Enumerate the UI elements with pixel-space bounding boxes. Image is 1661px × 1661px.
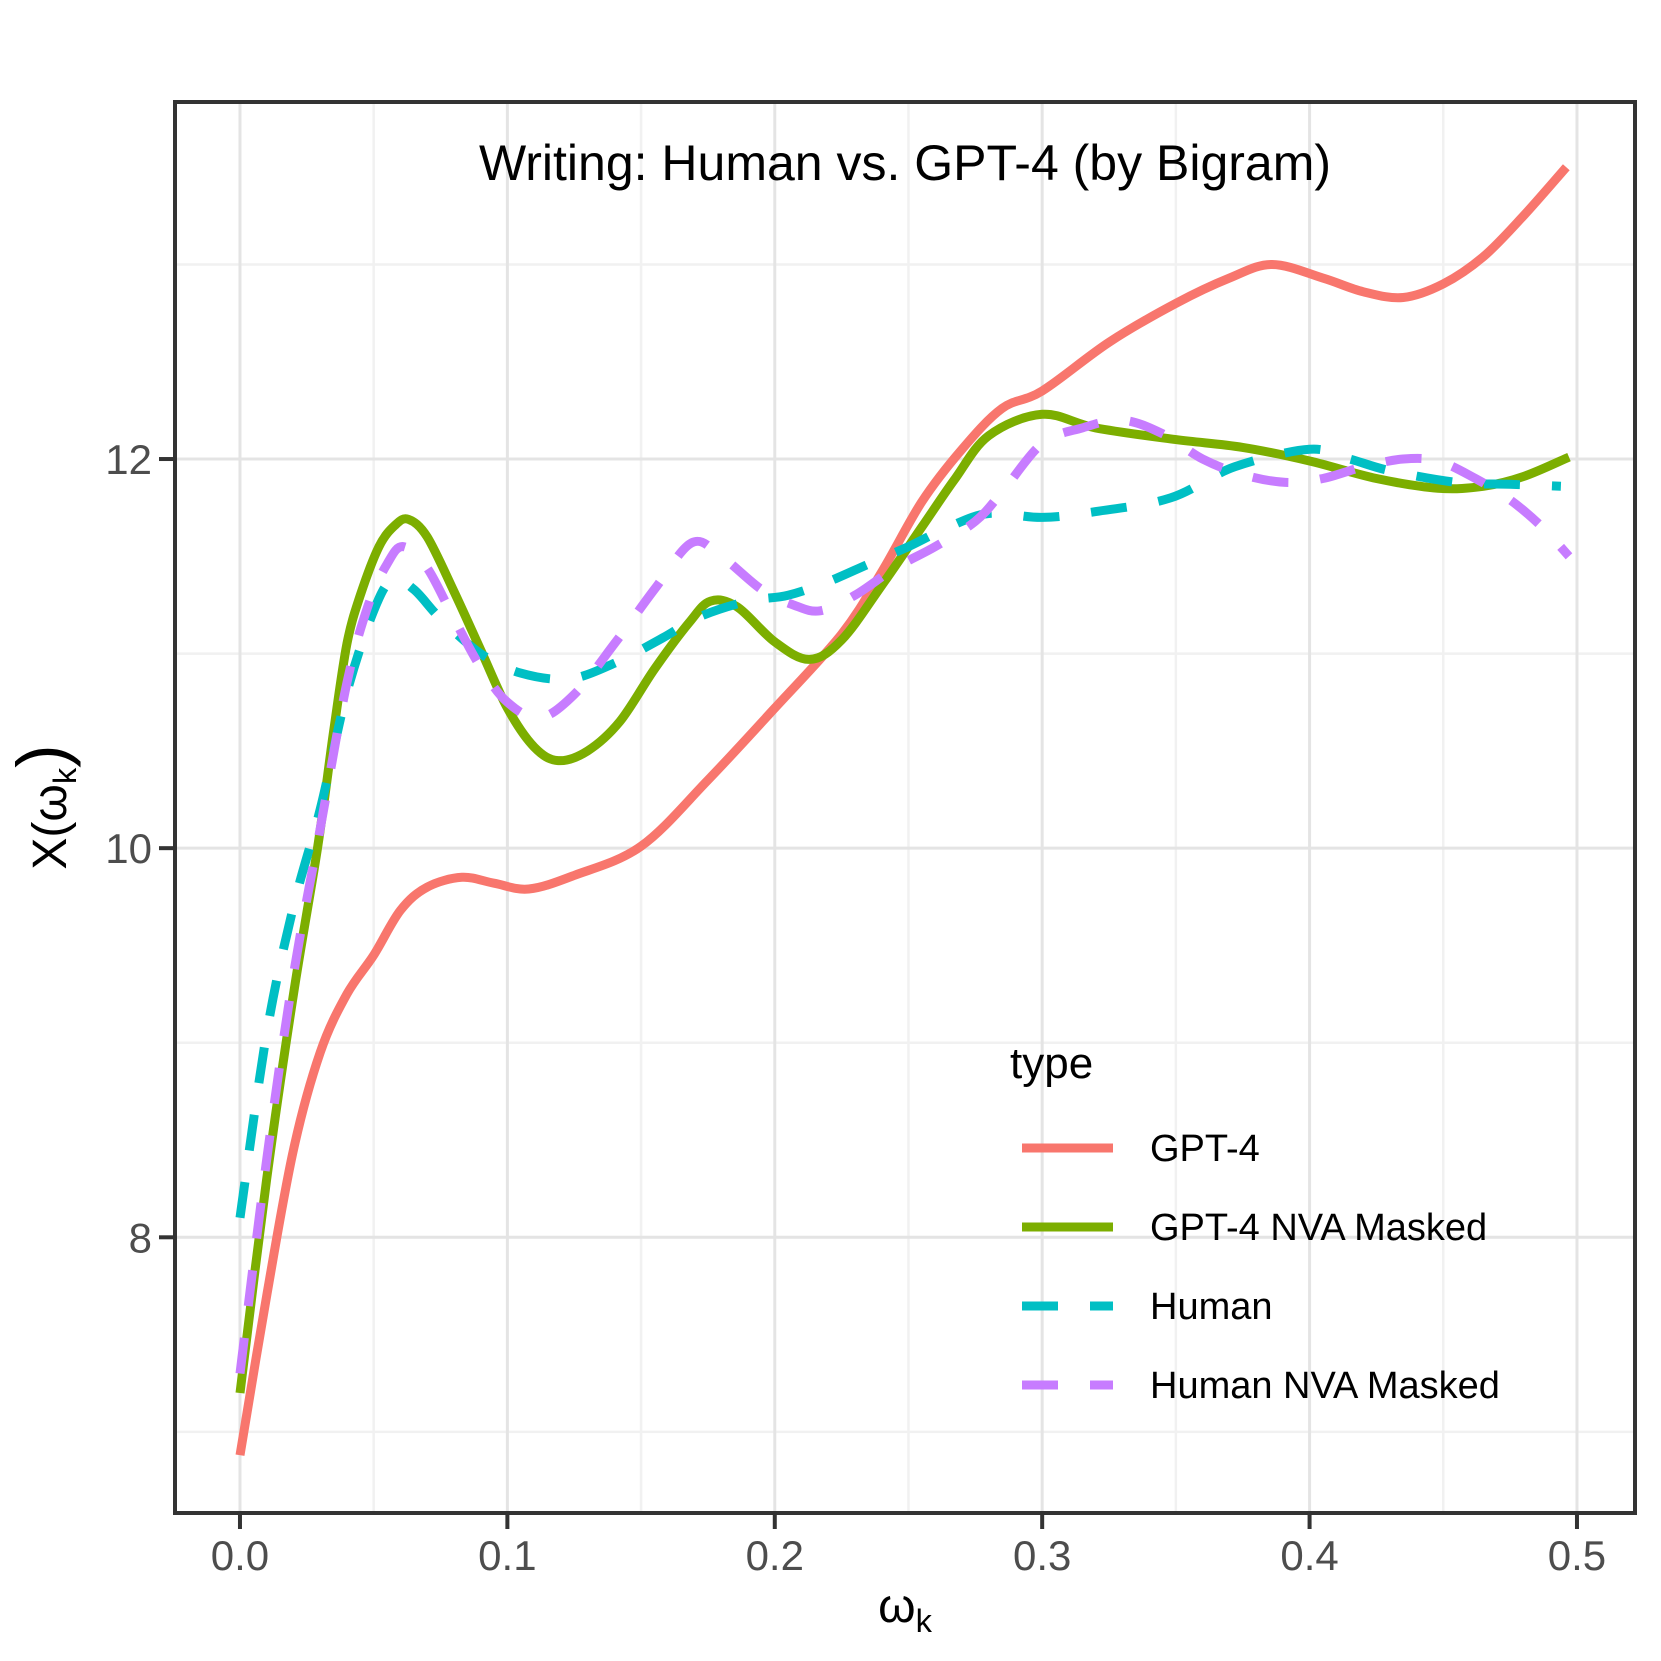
series-lines [235,164,1573,1456]
y-axis-title: X(ωk) [2,744,83,869]
gridlines-major [175,102,1635,1513]
x-tick-label: 0.5 [1548,1532,1606,1579]
gridlines-minor [175,102,1635,1513]
x-tick-label: 0.4 [1280,1532,1338,1579]
legend-item-human: Human [1022,1286,1273,1328]
series-line-human-nva-masked [235,415,1573,1375]
axis-ticks [159,457,1579,1529]
x-tick-label: 0.3 [1013,1532,1071,1579]
legend-item-human-nva-masked: Human NVA Masked [1022,1365,1500,1407]
legend-item-label: GPT-4 [1150,1128,1260,1170]
x-tick-label: 0.2 [746,1532,804,1579]
legend: type GPT-4 GPT-4 NVA Masked Human Human NVA … [1010,1039,1500,1407]
series-line-gpt-4-nva-masked [235,409,1571,1394]
chart-title: Writing: Human vs. GPT-4 (by Bigram) [479,135,1331,191]
x-axis-title: ωk [878,1580,932,1639]
legend-item-label: Human NVA Masked [1150,1365,1500,1407]
y-tick-label: 12 [105,436,152,483]
legend-item-gpt-4: GPT-4 [1022,1128,1260,1170]
x-tick-label: 0.0 [211,1532,269,1579]
x-tick-label: 0.1 [478,1532,536,1579]
y-tick-label: 10 [105,825,152,872]
y-tick-label: 8 [129,1214,152,1261]
legend-item-label: GPT-4 NVA Masked [1150,1207,1487,1249]
legend-item-gpt-4-nva-masked: GPT-4 NVA Masked [1022,1207,1487,1249]
axis-titles: ωk X(ωk) [2,744,933,1639]
legend-title: type [1010,1039,1093,1088]
legend-item-label: Human [1150,1286,1273,1328]
panel-border [173,100,1637,1515]
axis-tick-labels: 0.0 0.1 0.2 0.3 0.4 0.5 8 10 12 [105,436,1606,1579]
